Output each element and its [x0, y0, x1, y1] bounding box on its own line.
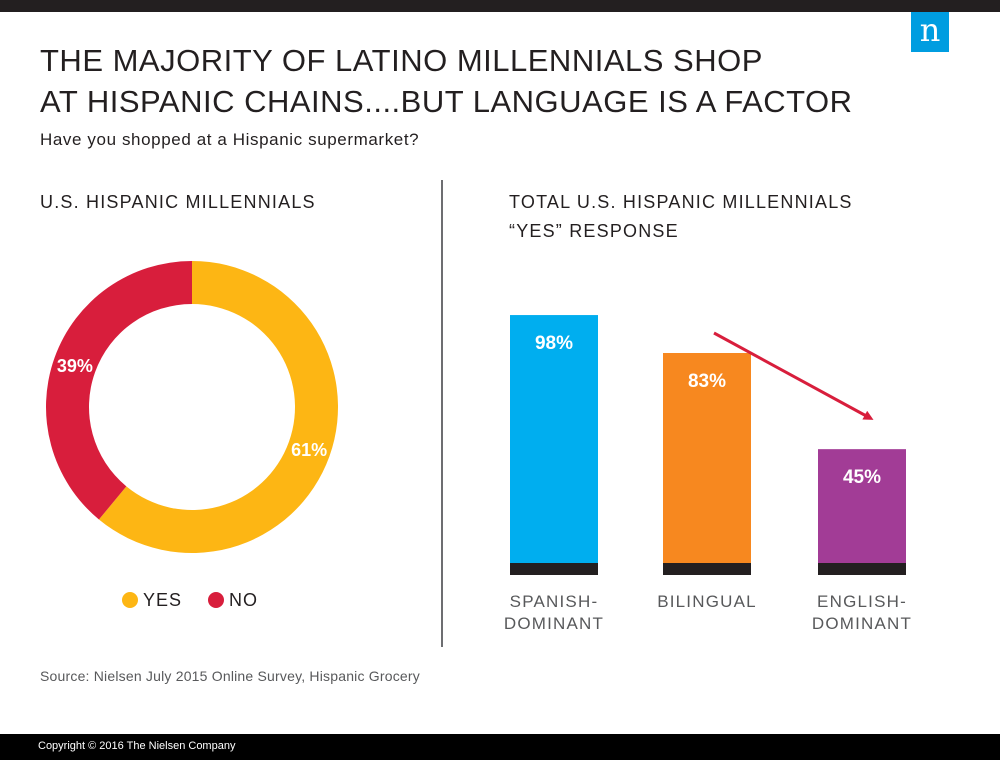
- donut-slice-no: [45, 261, 192, 520]
- legend-dot-yes: [122, 592, 138, 608]
- donut-chart-title: U.S. HISPANIC MILLENNIALS: [40, 188, 316, 217]
- bar-2: [663, 353, 751, 563]
- category-label-3: ENGLISH-: [817, 592, 907, 611]
- title-line-2: AT HISPANIC CHAINS....BUT LANGUAGE IS A …: [40, 84, 853, 119]
- category-label-2: BILINGUAL: [657, 592, 757, 611]
- bar-base-1: [510, 563, 598, 575]
- donut-chart: 61% 39%: [45, 261, 338, 553]
- donut-slice-yes: [98, 261, 338, 553]
- bar-value-label-2: 83%: [688, 371, 726, 392]
- nielsen-logo: n: [911, 12, 949, 52]
- survey-question: Have you shopped at a Hispanic supermark…: [40, 130, 420, 149]
- bar-3: [818, 449, 906, 563]
- bar-1: [510, 315, 598, 563]
- donut-legend: YES NO: [122, 590, 278, 611]
- footer-bar: Copyright © 2016 The Nielsen Company: [0, 734, 1000, 760]
- category-label-1: SPANISH-: [510, 592, 599, 611]
- legend-item-yes: YES: [122, 590, 182, 611]
- donut-label-yes: 61%: [291, 440, 327, 460]
- top-bar: [0, 0, 1000, 12]
- bar-value-label-3: 45%: [843, 467, 881, 488]
- legend-dot-no: [208, 592, 225, 608]
- decline-arrow: [713, 331, 874, 420]
- bar-value-label-1: 98%: [535, 333, 573, 354]
- title-line-1: THE MAJORITY OF LATINO MILLENNIALS SHOP: [40, 43, 763, 78]
- legend-label-yes: YES: [143, 590, 183, 610]
- divider: [441, 180, 443, 647]
- copyright-text: Copyright © 2016 The Nielsen Company: [38, 740, 236, 752]
- bar-title-line-1: TOTAL U.S. HISPANIC MILLENNIALS: [509, 192, 853, 212]
- category-label-3-line-2: DOMINANT: [812, 614, 912, 633]
- donut-title-text: U.S. HISPANIC MILLENNIALS: [40, 192, 316, 212]
- bar-title-line-2: “YES” RESPONSE: [509, 221, 679, 241]
- bar-chart-title: TOTAL U.S. HISPANIC MILLENNIALS “YES” RE…: [509, 188, 853, 246]
- page-title: THE MAJORITY OF LATINO MILLENNIALS SHOP …: [40, 40, 900, 122]
- bar-base-3: [818, 563, 906, 575]
- bar-chart: 98% SPANISH- DOMINANT 83% BILINGUAL 45% ENGLIS…: [504, 315, 912, 633]
- legend-item-no: NO: [208, 590, 258, 611]
- category-label-1-line-2: DOMINANT: [504, 614, 604, 633]
- donut-label-no: 39%: [57, 356, 93, 376]
- legend-label-no: NO: [229, 590, 259, 610]
- source-note: Source: Nielsen July 2015 Online Survey,…: [40, 668, 420, 684]
- bar-base-2: [663, 563, 751, 575]
